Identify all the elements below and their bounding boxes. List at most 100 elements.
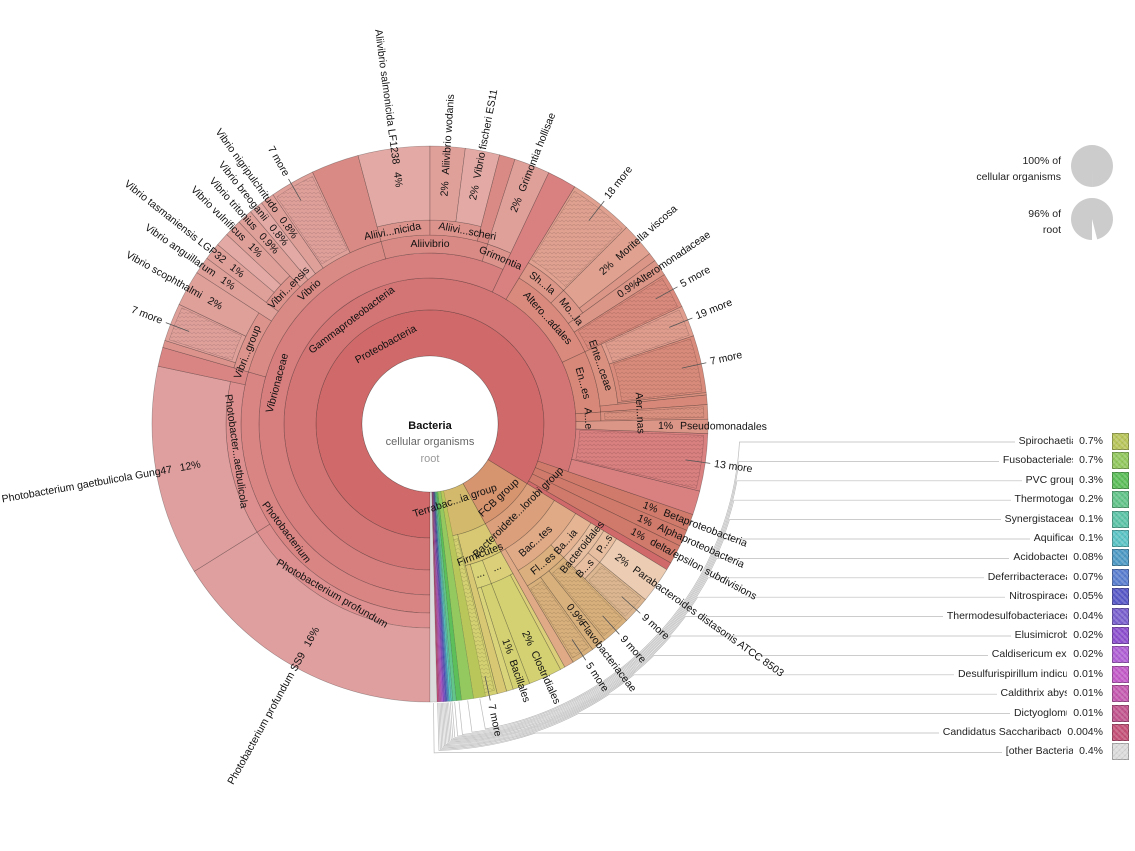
legend-item-name: Synergistaceae: [1000, 512, 1077, 525]
wedge[interactable]: [567, 458, 701, 515]
more-leader-line: [588, 200, 605, 221]
center-root-link[interactable]: root: [421, 453, 440, 465]
more-label-vibrio-more: 7 more: [265, 144, 292, 178]
legend-item-name: Thermodesulfobacteriaceae: [942, 609, 1077, 622]
legend-item-pct: 0.004%: [1061, 726, 1103, 738]
leaf-label-clostridiales-pct: 2%: [519, 629, 536, 648]
collapsed-wedge-hatch: [605, 309, 690, 362]
legend-color-swatch: [1112, 510, 1129, 528]
leaf-label-pseudomonadales: Pseudomonadales: [680, 420, 767, 433]
more-leader-line: [681, 362, 707, 369]
legend-leader-lines: [433, 441, 1075, 754]
legend-item[interactable]: Spirochaetia 0.7%: [700, 433, 1130, 451]
legend-item-pct: 0.04%: [1067, 609, 1103, 622]
legend-color-swatch: [1112, 549, 1129, 567]
summary-name-1[interactable]: cellular organisms: [976, 171, 1061, 183]
legend-item-pct: 0.1%: [1073, 532, 1103, 544]
legend-leader-line: [449, 538, 1075, 740]
legend-item[interactable]: Elusimicrobia 0.02%: [700, 627, 1130, 645]
legend-item-pct: 0.7%: [1073, 454, 1103, 467]
legend-item-name: Caldithrix abyssi: [996, 687, 1077, 700]
wedge-vulnificus[interactable]: [226, 221, 291, 286]
leaf-label-fischeri-pct: 2%: [467, 184, 482, 201]
summary-name-2[interactable]: root: [1043, 224, 1061, 236]
legend-item-pct: 0.1%: [1073, 512, 1103, 525]
legend-item[interactable]: Desulfurispirillum indicum 0.01%: [700, 665, 1130, 684]
more-label-gamma-more: 13 more: [713, 458, 753, 475]
wedge-gammaproteobacteria[interactable]: [283, 277, 577, 571]
legend-color-swatch: [1112, 568, 1129, 586]
legend-leader-line: [479, 441, 1075, 730]
legend-color-swatch: [1112, 743, 1129, 761]
legend-color-swatch: [1112, 491, 1129, 509]
legend-leader-line: [451, 519, 1075, 738]
center-hole[interactable]: [361, 355, 499, 493]
more-label-entero-more-7: 7 more: [709, 349, 744, 368]
legend-leader-line: [437, 702, 1075, 751]
legend-item[interactable]: Synergistaceae 0.1%: [700, 510, 1130, 529]
legend-item-pct: 0.05%: [1067, 590, 1103, 603]
wedge-photobacter-aetbulicola[interactable]: [225, 381, 271, 533]
wedge-photobacterium[interactable]: [240, 371, 431, 614]
legend-item[interactable]: Nitrospiraceae 0.05%: [700, 588, 1130, 606]
more-label-terra-more: 7 more: [485, 703, 504, 738]
collapsed-wedge-hatch: [575, 430, 705, 489]
legend-item[interactable]: PVC group 0.3%: [700, 471, 1130, 490]
legend-leader-line: [467, 461, 1075, 733]
leaf-label-pseudomonadales-pct: 1%: [658, 420, 673, 432]
legend-leader-line: [443, 635, 1075, 745]
wedge[interactable]: [578, 253, 656, 314]
legend-color-swatch: [1112, 685, 1129, 703]
wedge-aliivibrio[interactable]: [380, 234, 489, 262]
legend-item-pct: 0.4%: [1073, 745, 1103, 758]
collapsed-wedge-hatch: [168, 307, 242, 361]
legend-item[interactable]: Caldithrix abyssi 0.01%: [700, 685, 1130, 703]
more-label-shewanella-more: 18 more: [602, 164, 635, 202]
legend-item[interactable]: Thermotogae 0.2%: [700, 491, 1130, 509]
more-leader-line: [655, 286, 678, 300]
more-label-vibri-group-more: 7 more: [129, 304, 164, 327]
legend-item[interactable]: Candidatus Saccharibacteria 0.004%: [700, 724, 1130, 742]
collapsed-wedge-hatch: [531, 190, 623, 287]
leaf-label-salmonicida-pct: 4%: [391, 171, 405, 188]
wedge-vibrionaceae[interactable]: [258, 252, 504, 596]
legend-item-name: Candidatus Saccharibacteria: [938, 726, 1077, 738]
leaf-label-ss9: Photobacterium profundum SS9: [225, 650, 308, 787]
collapsed-wedge-hatch: [604, 406, 705, 420]
summary-pct-1: 100% of: [1022, 155, 1061, 167]
legend-item[interactable]: Thermodesulfobacteriaceae 0.04%: [700, 607, 1130, 626]
legend-item-name: Acidobacteria: [1009, 551, 1077, 564]
legend-color-swatch: [1112, 433, 1129, 450]
legend-item-name: PVC group: [1021, 473, 1077, 486]
center-parent-link[interactable]: cellular organisms: [386, 436, 475, 448]
legend-color-swatch: [1112, 530, 1129, 547]
legend-item[interactable]: Acidobacteria 0.08%: [700, 549, 1130, 567]
summary-pie-1: [1070, 145, 1113, 187]
more-leader-line: [571, 639, 587, 661]
legend-item[interactable]: Dictyoglomus 0.01%: [700, 704, 1130, 723]
legend-item[interactable]: Fusobacteriales 0.7%: [700, 452, 1130, 470]
legend-item-name: Caldisericum exile: [987, 648, 1077, 661]
legend-leader-line: [445, 596, 1075, 743]
legend-item-name: Fusobacteriales: [998, 454, 1077, 467]
leaf-label-hollisae-pct: 2%: [508, 196, 525, 215]
legend-leader-line: [458, 480, 1075, 735]
wedge[interactable]: [617, 392, 707, 405]
legend-item-pct: 0.3%: [1073, 473, 1103, 486]
legend-color-swatch: [1112, 607, 1129, 625]
leaf-label-bacillales-pct: 1%: [499, 637, 515, 655]
legend-item-pct: 0.02%: [1067, 648, 1103, 661]
leaf-label-alpha-pct: 1%: [635, 512, 654, 529]
leaf-label-gung47: Photobacterium gaetbulicola Gung47: [1, 464, 173, 506]
legend-item[interactable]: Deferribacteraceae 0.07%: [700, 568, 1130, 587]
legend-item[interactable]: [other Bacteria] 0.4%: [700, 743, 1130, 761]
legend-leader-line: [447, 577, 1075, 742]
legend-item-pct: 0.01%: [1067, 706, 1103, 719]
legend-item[interactable]: Caldisericum exile 0.02%: [700, 646, 1130, 664]
legend-item[interactable]: Aquificae 0.1%: [700, 530, 1130, 548]
legend-item-name: Dictyoglomus: [1009, 706, 1077, 719]
wedge-ss9[interactable]: [193, 531, 431, 703]
collapsed-wedge-hatch: [613, 338, 703, 402]
ring-label-aliivibrio: Aliivibrio: [410, 238, 449, 250]
legend-leader-line: [440, 674, 1075, 748]
